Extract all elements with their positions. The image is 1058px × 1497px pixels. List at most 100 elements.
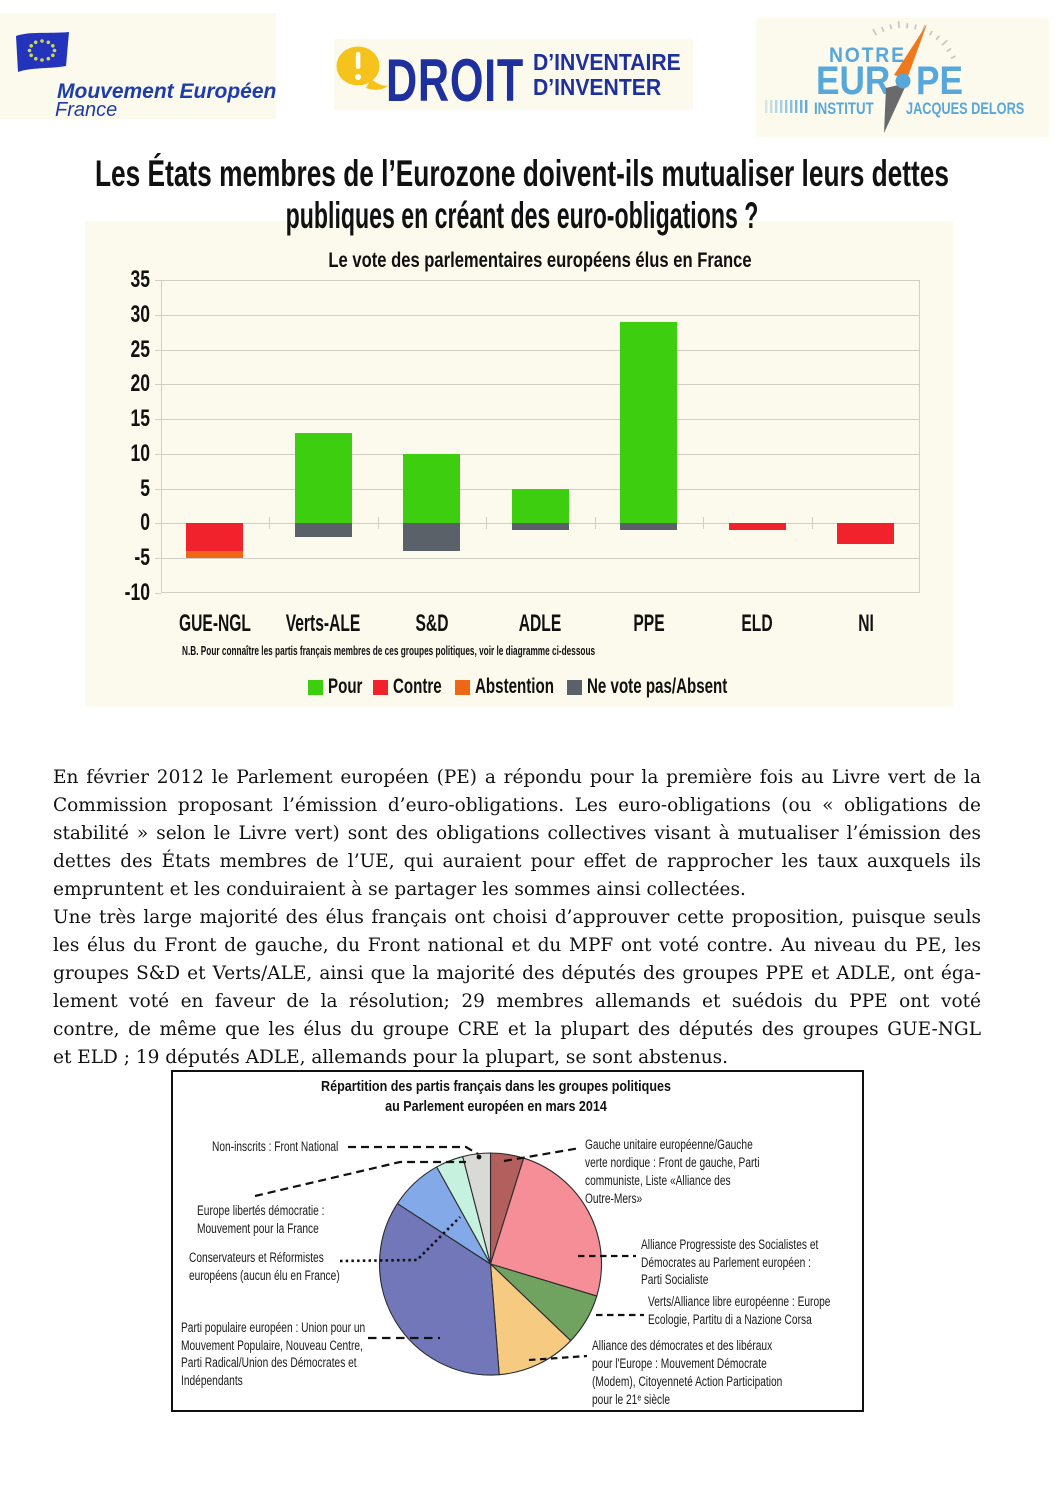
eu-stars: [27, 39, 57, 62]
y-tick-label: -5: [134, 544, 150, 572]
body-line: empruntent et les conduiraient à se part…: [53, 879, 746, 900]
body-line: et ELD ; 19 députés ADLE, allemands pour…: [53, 1047, 729, 1068]
y-tick-label: 0: [140, 509, 150, 537]
pie-label-verts-alliance: Verts/Alliance libre européenne : Europe…: [648, 1294, 831, 1327]
bar-chart-background: [85, 221, 953, 707]
pie-label-alliance-democrates: Alliance des démocrates et des libéraux …: [592, 1338, 783, 1407]
page-title: Les États membres de l’Eurozone doivent-…: [61, 153, 984, 237]
leader-line-alliance-democrates: [528, 1354, 588, 1362]
y-tick: [154, 523, 161, 525]
plot-border: [160, 280, 920, 593]
bar-segment: [620, 523, 678, 531]
eu-flag-icon: [16, 32, 69, 72]
x-tick: [377, 517, 379, 530]
logo-ne-sub-right: JACQUES DELORS: [906, 99, 1025, 118]
y-tick-label: 20: [130, 370, 150, 398]
logo-droit-inventaire: DROIT D’INVENTAIRE D’INVENTER: [334, 39, 693, 114]
legend-swatch: [373, 680, 388, 695]
page-title-line2: publiques en créant des euro-obligations…: [285, 195, 759, 236]
logo-droit-tagline-1: D’INVENTAIRE: [533, 49, 681, 75]
y-tick-label: 35: [130, 266, 150, 293]
logo-mouvement-europeen: Mouvement Européen France: [0, 13, 277, 121]
gridline: [160, 384, 920, 386]
y-tick: [154, 593, 161, 594]
y-tick-label: 25: [130, 335, 150, 363]
category-label: PPE: [633, 610, 665, 637]
y-tick: [154, 453, 161, 455]
body-line: Commission proposant l’émission d’euro-o…: [53, 795, 981, 816]
gridline: [160, 314, 920, 316]
bar-chart-note: N.B. Pour connaître les partis français …: [182, 644, 596, 658]
body-line: les élus du Front de gauche, du Front na…: [53, 935, 981, 956]
logo-ne-word-left: EUR: [816, 59, 891, 103]
speech-bubble-exclamation-icon: [336, 46, 389, 90]
bar-segment: [837, 523, 895, 545]
logo-droit-title: DROIT: [386, 47, 524, 114]
pie-slice: [379, 1203, 500, 1376]
y-tick: [154, 384, 161, 386]
y-tick-label: 30: [130, 300, 150, 328]
pie-panel-title-line1: Répartition des partis français dans les…: [321, 1079, 671, 1095]
body-text: En février 2012 le Parlement européen (P…: [53, 764, 981, 1072]
pie-slice: [489, 1263, 572, 1376]
body-line: En février 2012 le Parlement européen (P…: [53, 767, 981, 788]
category-label: Verts-ALE: [286, 610, 361, 637]
pie-leader-lines: [254, 1145, 644, 1362]
y-tick: [154, 419, 161, 421]
pie-label-parti-populaire: Parti populaire européen : Union pour un…: [181, 1320, 366, 1388]
legend-swatch: [455, 680, 470, 695]
pie-label-non-inscrits: Non-inscrits : Front National: [212, 1139, 339, 1154]
y-tick: [154, 488, 161, 490]
logo-ne-word-top: NOTRE: [829, 44, 906, 67]
logo-droit-tagline-2: D’INVENTER: [533, 74, 662, 100]
legend-swatch: [567, 680, 582, 695]
category-label: S&D: [415, 610, 449, 637]
bar-segment: [186, 523, 244, 552]
body-line: dettes des États membres de l’UE, qui au…: [53, 851, 981, 872]
bar-segment: [294, 523, 352, 538]
bar-segment: [294, 433, 352, 524]
pie-label-europe-libertes: Europe libertés démocratie : Mouvement p…: [197, 1203, 325, 1236]
category-label: ELD: [741, 610, 773, 637]
legend-label: Contre: [393, 675, 442, 698]
pie-panel-title: Répartition des partis français dans les…: [215, 1078, 777, 1117]
y-tick-label: 10: [130, 439, 150, 467]
category-label: GUE-NGL: [178, 610, 251, 637]
logo-ne-sub-left: INSTITUT: [814, 99, 874, 118]
pie-label-alliance-progressiste: Alliance Progressiste des Socialistes et…: [641, 1237, 819, 1287]
x-tick: [703, 517, 704, 530]
gridline: [160, 453, 920, 455]
logo-notre-europe: NOTRE EUR PE INSTITUT JACQUES DELORS: [756, 18, 1049, 137]
y-tick: [154, 349, 161, 351]
x-tick: [594, 517, 596, 530]
x-tick: [811, 517, 813, 530]
gridline: [160, 349, 920, 351]
body-line: lement voté en faveur de la résolution; …: [53, 991, 981, 1012]
y-tick: [154, 280, 161, 281]
category-label: ADLE: [519, 610, 562, 637]
pie-label-gauche-unitaire: Gauche unitaire européenne/Gauche verte …: [585, 1137, 760, 1206]
legend-label: Abstention: [475, 675, 554, 698]
category-label: NI: [857, 610, 874, 637]
x-tick: [269, 517, 270, 530]
logo-mouvement-title: Mouvement Européen: [57, 80, 277, 103]
y-tick-label: 5: [140, 474, 150, 502]
gridline: [160, 558, 920, 560]
logo-mouvement-subtitle: France: [55, 99, 118, 121]
y-tick: [154, 558, 161, 560]
body-line: contre, de même que les élus du groupe C…: [53, 1019, 981, 1040]
y-tick: [154, 314, 161, 316]
leader-line-non-inscrits: [348, 1145, 479, 1155]
legend-label: Ne vote pas/Absent: [587, 675, 728, 698]
compass-needle-icon: [765, 21, 956, 133]
x-tick: [486, 517, 487, 530]
pie-chart: [379, 1152, 603, 1376]
y-tick-label: 15: [130, 405, 150, 433]
bar-segment: [511, 488, 569, 524]
pie-panel-title-line2: au Parlement européen en mars 2014: [385, 1098, 607, 1115]
gridline: [160, 419, 920, 421]
bar-segment: [620, 321, 678, 524]
bar-segment: [511, 523, 569, 531]
body-line: Une très large majorité des élus françai…: [53, 907, 981, 928]
